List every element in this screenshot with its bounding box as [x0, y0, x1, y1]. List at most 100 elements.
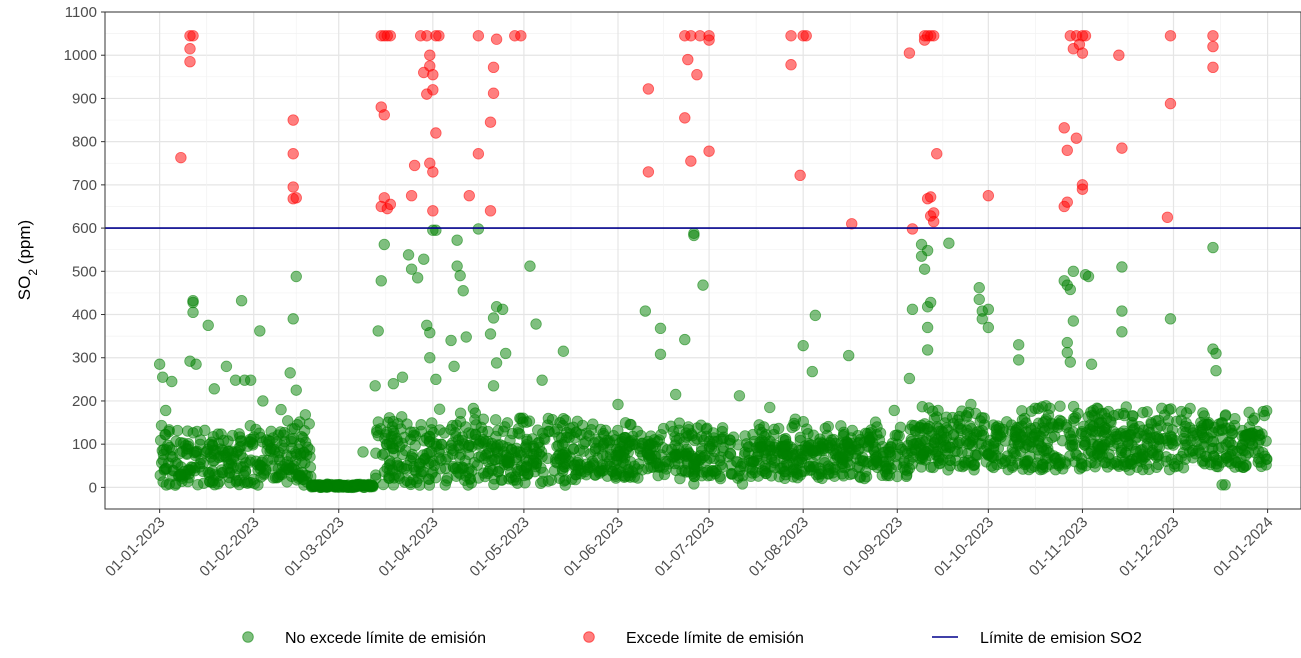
data-points — [153, 30, 1273, 494]
green-point — [766, 450, 778, 462]
red-point — [982, 189, 995, 202]
green-point — [1229, 412, 1241, 425]
green-point — [451, 234, 463, 246]
green-point — [594, 467, 606, 479]
green-point — [797, 339, 809, 352]
green-point — [973, 282, 985, 294]
green-point — [1012, 339, 1025, 351]
green-point — [1082, 270, 1095, 283]
red-point — [1161, 211, 1174, 223]
green-point — [588, 437, 600, 449]
y-tick-label: 800 — [72, 134, 97, 151]
green-point — [655, 428, 667, 441]
green-point — [764, 435, 776, 447]
green-point — [282, 415, 294, 427]
red-point — [685, 155, 697, 167]
green-point — [287, 433, 300, 445]
red-point — [187, 30, 199, 42]
green-point — [1093, 425, 1106, 437]
red-point — [484, 205, 497, 217]
green-point — [514, 446, 526, 459]
green-point — [838, 449, 850, 461]
green-point — [457, 285, 469, 297]
y-axis-title-main: SO — [15, 276, 34, 301]
green-point — [503, 457, 515, 469]
x-tick-label: 01-07-2023 — [652, 514, 718, 580]
green-point — [423, 435, 436, 448]
green-point — [153, 358, 166, 370]
green-point — [256, 454, 269, 467]
green-point — [220, 360, 233, 373]
green-point — [155, 419, 168, 432]
green-point — [391, 433, 403, 445]
y-tick-label: 0 — [89, 479, 97, 496]
green-point — [1239, 434, 1251, 446]
green-point — [484, 328, 497, 340]
green-point — [163, 478, 176, 490]
green-point — [295, 450, 307, 462]
green-point — [524, 260, 536, 272]
green-point — [160, 462, 172, 475]
green-point — [699, 449, 711, 462]
red-point — [1061, 196, 1073, 208]
green-point — [918, 444, 931, 457]
green-point — [190, 358, 202, 370]
green-point — [424, 352, 436, 364]
green-point — [250, 423, 262, 436]
red-point — [287, 114, 299, 126]
green-point — [814, 433, 826, 445]
green-point — [956, 460, 969, 473]
green-point — [377, 478, 389, 491]
red-point — [1207, 30, 1219, 42]
green-point — [490, 441, 502, 453]
green-point — [619, 417, 632, 429]
green-point — [1257, 405, 1269, 418]
green-point — [620, 458, 632, 471]
green-point — [645, 430, 657, 442]
green-point — [396, 411, 408, 423]
green-point — [560, 431, 573, 443]
green-point — [160, 404, 172, 417]
red-point — [1164, 30, 1177, 42]
green-point — [264, 436, 276, 448]
x-tick-label: 01-02-2023 — [196, 514, 262, 580]
red-point — [703, 145, 715, 157]
green-point — [1163, 404, 1175, 416]
green-point — [553, 472, 566, 484]
green-point — [1184, 421, 1196, 434]
green-point — [910, 437, 922, 449]
green-point — [499, 347, 512, 360]
green-point — [736, 478, 749, 490]
green-point — [688, 478, 700, 490]
green-point — [881, 468, 893, 480]
green-point — [976, 313, 988, 325]
green-point — [1016, 430, 1029, 442]
red-point — [1164, 97, 1177, 110]
green-point — [809, 309, 822, 322]
green-point — [981, 440, 993, 452]
green-point — [1121, 435, 1134, 448]
green-point — [1085, 456, 1097, 469]
green-point — [937, 454, 949, 466]
green-point — [1219, 479, 1231, 491]
green-point — [1130, 445, 1142, 458]
green-point — [724, 434, 736, 446]
green-point — [497, 425, 510, 437]
green-point — [657, 441, 669, 454]
green-point — [1007, 459, 1019, 472]
green-point — [357, 446, 369, 458]
green-point — [1196, 426, 1208, 439]
legend-label: Límite de emision SO2 — [980, 630, 1142, 647]
green-point — [1064, 356, 1076, 368]
green-point — [265, 425, 277, 438]
y-axis-title-subscript: 2 — [26, 269, 40, 276]
x-tick-label: 01-12-2023 — [1116, 514, 1182, 580]
green-point — [1071, 449, 1083, 462]
green-point — [1029, 421, 1042, 434]
green-point — [187, 427, 199, 439]
green-point — [309, 479, 321, 491]
y-axis-title: SO2 (ppm) — [15, 220, 40, 300]
green-point — [1207, 241, 1219, 254]
green-point — [425, 424, 438, 436]
green-point — [466, 440, 478, 453]
